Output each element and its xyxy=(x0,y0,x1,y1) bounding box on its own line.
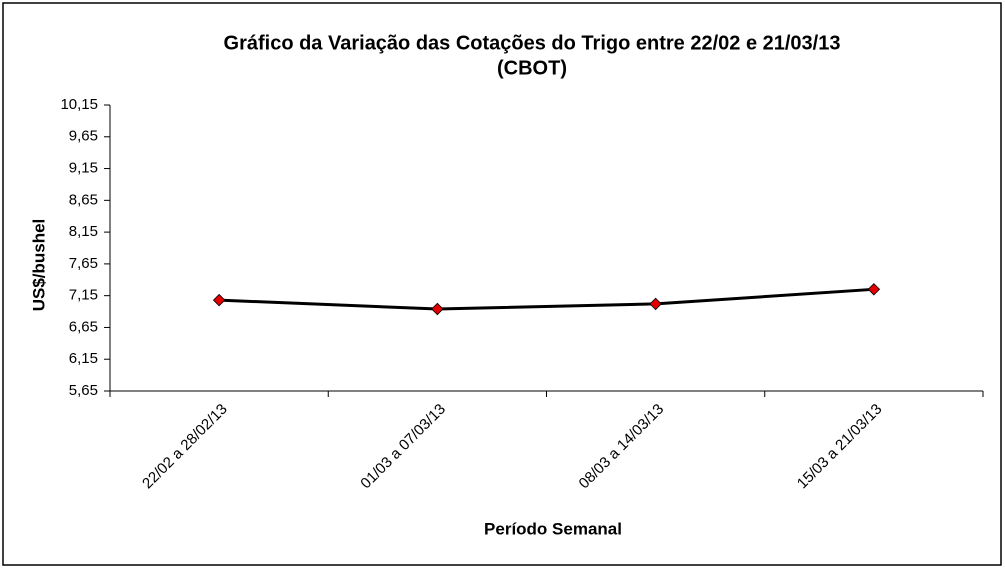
y-tick-label: 10,15 xyxy=(60,96,98,113)
chart-title: (CBOT) xyxy=(497,57,567,79)
y-tick-label: 9,65 xyxy=(69,128,98,145)
line-series xyxy=(219,287,874,311)
x-axis-label: Período Semanal xyxy=(484,519,622,538)
y-tick-label: 8,65 xyxy=(69,191,98,208)
y-tick-label: 6,65 xyxy=(69,318,98,335)
y-tick-label: 8,15 xyxy=(69,223,98,240)
point-marker xyxy=(431,302,444,316)
x-tick-label: 08/03 a 14/03/13 xyxy=(576,401,668,493)
y-tick-label: 9,15 xyxy=(69,160,98,177)
chart-title: Gráfico da Variação das Cotações do Trig… xyxy=(224,32,841,54)
y-tick-label: 7,15 xyxy=(69,287,98,304)
x-tick-label: 01/03 a 07/03/13 xyxy=(357,401,449,493)
point-marker xyxy=(649,297,662,311)
y-tick-label: 5,65 xyxy=(69,382,98,399)
point-marker xyxy=(867,283,881,296)
y-tick-label: 6,15 xyxy=(69,350,98,367)
point-marker xyxy=(212,293,226,307)
x-tick-label: 22/02 a 28/02/13 xyxy=(139,401,231,493)
y-axis-label: US$/bushel xyxy=(29,219,48,312)
y-tick-label: 7,65 xyxy=(69,255,98,272)
x-tick-label: 15/03 a 21/03/13 xyxy=(794,401,886,493)
